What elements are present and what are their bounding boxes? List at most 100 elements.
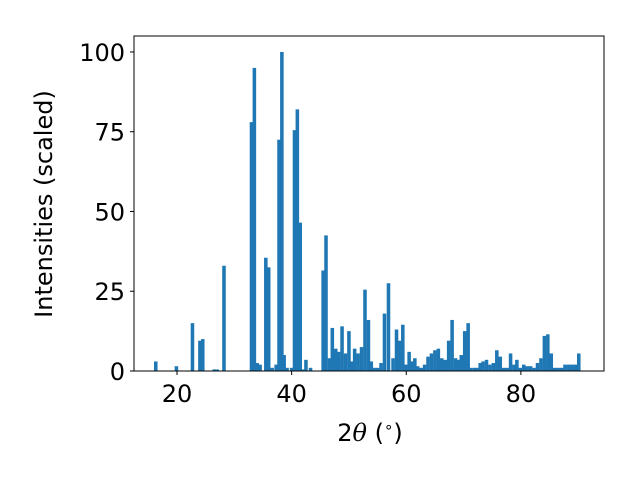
bar	[426, 356, 430, 371]
bar	[174, 366, 179, 371]
bar	[379, 363, 383, 371]
bar	[488, 364, 492, 371]
bar	[577, 353, 581, 371]
bar	[491, 363, 496, 371]
bar	[566, 364, 571, 371]
bar	[528, 366, 533, 371]
bar	[270, 367, 274, 371]
bar	[546, 334, 550, 371]
bar	[301, 369, 305, 371]
bar	[347, 331, 351, 371]
bar	[552, 367, 557, 371]
y-tick-label: 100	[79, 39, 125, 67]
y-tick-label: 50	[94, 198, 125, 226]
bar	[542, 335, 547, 371]
bar	[336, 351, 341, 371]
x-axis-ticks: 20 40 60 80	[162, 371, 536, 408]
bar	[413, 358, 417, 371]
bar	[264, 257, 268, 371]
bar	[450, 319, 454, 371]
bar	[369, 361, 374, 371]
bar	[556, 367, 560, 371]
bar	[201, 339, 205, 371]
bar	[222, 265, 226, 371]
bar	[295, 109, 300, 371]
bar	[559, 367, 564, 371]
bar	[375, 367, 380, 371]
bar	[403, 364, 408, 371]
y-tick-label: 0	[110, 358, 125, 386]
bar	[372, 367, 376, 371]
bar	[277, 139, 281, 371]
bar	[274, 364, 278, 371]
bar	[249, 122, 254, 371]
bar	[440, 358, 444, 371]
bar	[532, 367, 536, 371]
bar	[407, 351, 411, 371]
bar	[563, 364, 567, 371]
bar	[443, 359, 447, 371]
bar	[501, 367, 506, 371]
bar	[212, 369, 217, 371]
bar	[340, 326, 344, 371]
bar	[391, 358, 395, 371]
bar	[478, 363, 482, 371]
bar	[446, 340, 451, 371]
bar	[549, 353, 554, 371]
bar	[459, 355, 464, 371]
bar	[429, 353, 434, 371]
bar	[266, 267, 271, 371]
bar	[352, 348, 357, 371]
bar	[356, 353, 360, 371]
bar	[484, 359, 489, 371]
bar	[292, 130, 297, 371]
bar	[327, 358, 332, 371]
bar	[333, 348, 338, 371]
bar	[475, 367, 480, 371]
y-tick-label: 25	[94, 278, 125, 306]
bar	[397, 340, 402, 371]
bar	[466, 323, 470, 371]
bar	[472, 367, 477, 371]
bar	[324, 235, 328, 371]
bar	[366, 319, 371, 371]
bar	[505, 367, 509, 371]
bar	[198, 340, 202, 371]
bar	[255, 363, 259, 371]
bar	[570, 364, 574, 371]
bar	[394, 329, 399, 371]
bar	[518, 367, 523, 371]
bar	[386, 283, 391, 371]
bar	[433, 350, 437, 371]
bar	[363, 289, 367, 371]
bar	[382, 313, 387, 371]
bar	[535, 363, 540, 371]
bar	[508, 353, 513, 371]
bar	[456, 359, 461, 371]
bar	[515, 359, 519, 371]
bar	[330, 327, 335, 371]
bar	[298, 222, 302, 371]
bar	[401, 324, 405, 371]
bar	[419, 367, 423, 371]
bar	[495, 350, 499, 371]
bar	[289, 367, 294, 371]
x-tick-label: 60	[391, 380, 422, 408]
bar	[280, 51, 284, 371]
bar	[521, 364, 526, 371]
bar	[190, 323, 195, 371]
bar	[350, 361, 354, 371]
bar	[359, 347, 364, 371]
y-tick-label: 75	[94, 119, 125, 147]
x-tick-label: 80	[506, 380, 537, 408]
x-axis-label: 2θ (∘)	[337, 418, 403, 447]
bar	[285, 367, 289, 371]
bar	[252, 67, 257, 372]
bar-series	[154, 51, 581, 372]
bar	[573, 364, 578, 371]
bar	[308, 367, 313, 371]
plot-frame	[133, 35, 605, 372]
bar	[481, 361, 485, 371]
